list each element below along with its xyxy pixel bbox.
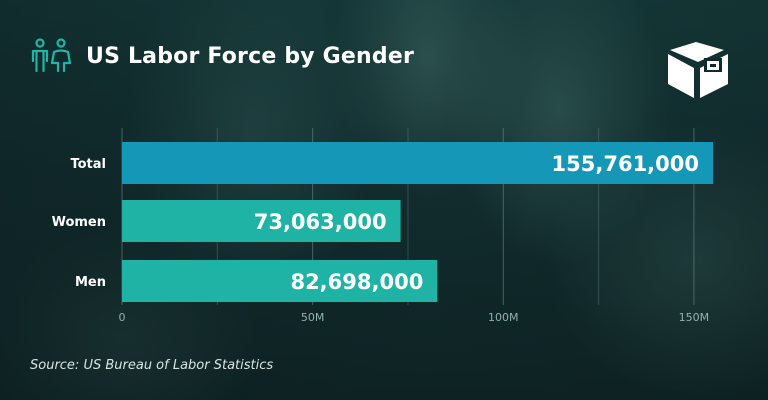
x-tick-label: 0 — [119, 311, 126, 324]
chart-title: US Labor Force by Gender — [86, 43, 415, 69]
people-icon — [31, 38, 72, 73]
category-labels: Total Women Men — [52, 157, 106, 290]
x-axis-ticks: 0 50M 100M 150M — [119, 311, 710, 324]
category-label-women: Women — [52, 215, 106, 230]
category-label-total: Total — [70, 157, 106, 172]
x-tick-label: 100M — [488, 311, 519, 324]
value-label-women: 73,063,000 — [254, 210, 387, 234]
value-labels: 155,761,000 73,063,000 82,698,000 — [254, 152, 699, 294]
bar-men — [122, 260, 438, 302]
source-note: Source: US Bureau of Labor Statistics — [30, 358, 274, 373]
value-label-men: 82,698,000 — [290, 270, 423, 294]
bar-women — [122, 200, 401, 242]
bars — [122, 142, 713, 302]
book-stack-logo — [668, 42, 728, 98]
x-tick-label: 50M — [301, 311, 325, 324]
x-tick-label: 150M — [679, 311, 710, 324]
chart-header: US Labor Force by Gender — [30, 38, 414, 74]
bar-total — [122, 142, 713, 184]
category-label-men: Men — [75, 275, 106, 290]
value-label-total: 155,761,000 — [552, 152, 699, 176]
